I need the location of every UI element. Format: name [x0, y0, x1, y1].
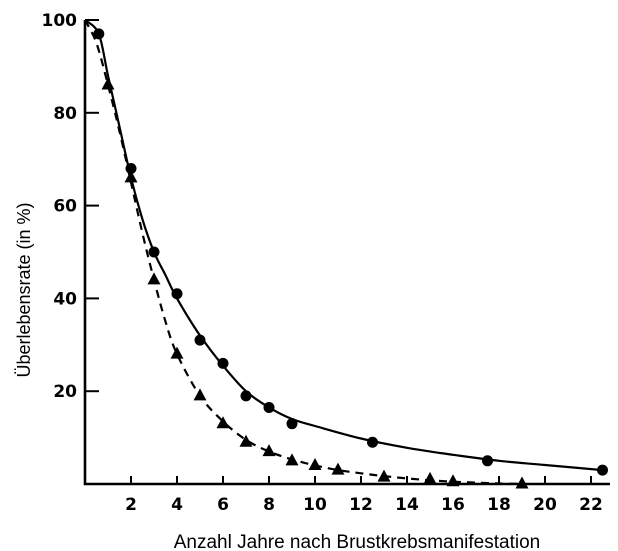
triangle-marker [147, 272, 161, 285]
circle-marker [171, 288, 183, 300]
triangle-marker [423, 471, 437, 484]
circle-marker [240, 390, 252, 402]
circle-marker [286, 418, 298, 430]
axes-frame [83, 20, 610, 486]
triangle-marker [262, 444, 276, 457]
x-tick-label: 18 [487, 495, 511, 515]
x-tick-label: 16 [441, 495, 465, 515]
x-axis-title: Anzahl Jahre nach Brustkrebsmanifestatio… [174, 532, 540, 551]
circle-marker [148, 246, 160, 258]
triangle-marker [216, 416, 230, 429]
y-tick-label: 20 [53, 382, 77, 402]
x-tick-label: 20 [533, 495, 557, 515]
x-tick-label: 8 [263, 495, 275, 515]
circle-marker [194, 334, 206, 346]
y-tick-label: 60 [53, 197, 77, 217]
circle-marker [597, 464, 608, 476]
x-tick-label: 12 [349, 495, 373, 515]
triangle-marker [331, 462, 345, 475]
triangle-marker [239, 434, 253, 447]
series-markers [93, 28, 608, 489]
series-1-line [84, 19, 603, 472]
triangle-marker [170, 346, 184, 359]
y-axis-title: Überlebensrate (in %) [14, 202, 34, 377]
triangle-marker [124, 170, 138, 183]
triangle-marker [101, 77, 115, 90]
x-tick-label: 4 [171, 495, 183, 515]
axes [83, 20, 610, 486]
x-tick-label: 2 [125, 495, 137, 515]
circle-marker [482, 455, 493, 467]
circle-marker [217, 357, 229, 369]
x-tick-label: 6 [217, 495, 229, 515]
y-axis-ticks: 20 40 60 80 100 [42, 11, 99, 402]
circle-marker [125, 162, 137, 174]
circle-marker [367, 436, 378, 448]
y-tick-label: 40 [53, 289, 77, 309]
triangle-marker [515, 476, 529, 489]
x-tick-label: 10 [303, 495, 327, 515]
triangle-marker [193, 388, 207, 401]
x-tick-label: 22 [579, 495, 603, 515]
triangle-marker [285, 453, 299, 466]
x-tick-label: 14 [395, 495, 419, 515]
circle-marker [93, 28, 105, 40]
triangle-marker [377, 469, 391, 482]
circle-marker [263, 401, 275, 413]
y-tick-label: 100 [42, 11, 78, 31]
y-tick-label: 80 [53, 104, 77, 124]
x-axis-ticks: 2 4 6 8 10 12 14 16 18 20 22 [125, 476, 603, 515]
series-curves [84, 19, 603, 486]
triangle-marker [308, 458, 322, 470]
